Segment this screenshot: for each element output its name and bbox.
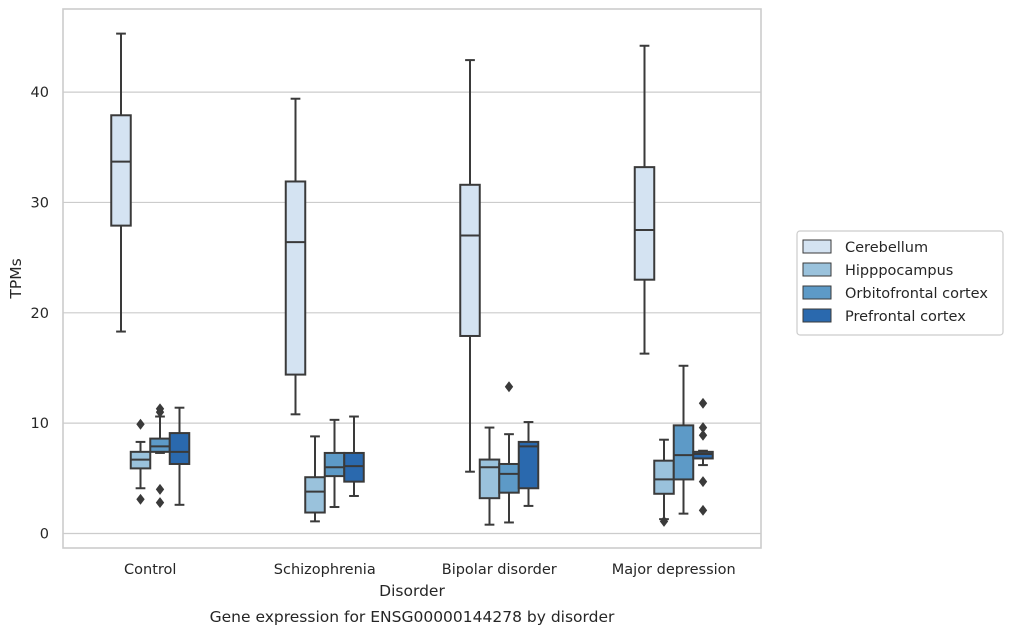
legend-label: Prefrontal cortex <box>845 309 966 325</box>
y-axis-label: TPMs <box>7 258 25 299</box>
outlier-point <box>698 397 708 409</box>
box-body <box>459 183 481 337</box>
legend: Cerebellum Hipppocampus Orbitofrontal cort… <box>796 230 1004 336</box>
box-orbitofrontal-cortex <box>498 381 520 524</box>
box-body <box>692 450 714 460</box>
outlier-point <box>155 497 165 509</box>
y-tick-label: 0 <box>40 527 49 543</box>
y-tick-label: 30 <box>31 195 49 211</box>
box-cerebellum <box>459 59 481 473</box>
chart-caption: Gene expression for ENSG00000144278 by d… <box>210 608 615 626</box>
box-body <box>168 432 191 465</box>
legend-label: Hipppocampus <box>845 263 953 279</box>
legend-swatch <box>802 239 832 254</box>
box-plots <box>110 32 714 527</box>
box-hipppocampus <box>478 426 501 526</box>
outlier-point <box>659 515 669 527</box>
box-orbitofrontal-cortex <box>149 403 171 509</box>
legend-swatch <box>802 285 832 300</box>
legend-frame <box>796 230 1004 336</box>
outlier-point <box>698 504 708 516</box>
box-cerebellum <box>633 44 656 355</box>
box-cerebellum <box>284 97 307 416</box>
box-hipppocampus <box>653 438 675 527</box>
box-prefrontal-cortex <box>168 406 191 506</box>
y-tick-label: 40 <box>31 85 49 101</box>
y-axis-ticks: 0 10 20 30 40 <box>31 85 49 542</box>
box-hipppocampus <box>129 418 152 505</box>
legend-label: Cerebellum <box>845 240 928 256</box>
box-cerebellum <box>110 32 132 333</box>
x-tick-label: Bipolar disorder <box>442 562 557 578</box>
x-tick-label: Schizophrenia <box>274 562 376 578</box>
legend-swatch <box>802 308 832 323</box>
box-body <box>323 451 346 478</box>
outlier-point <box>155 483 165 495</box>
outlier-point <box>698 429 708 441</box>
box-body <box>304 476 326 514</box>
box-body <box>110 114 132 227</box>
outlier-point <box>136 418 145 430</box>
box-body <box>672 424 695 481</box>
box-orbitofrontal-cortex <box>672 364 695 515</box>
y-tick-label: 10 <box>31 416 49 432</box>
box-prefrontal-cortex <box>343 415 365 497</box>
box-body <box>653 459 675 495</box>
box-body <box>284 180 307 376</box>
x-axis-ticks: Control Schizophrenia Bipolar disorder Majo… <box>124 562 736 578</box>
box-hipppocampus <box>304 435 326 523</box>
box-body <box>633 166 656 281</box>
outlier-point <box>136 493 145 505</box>
legend-swatch <box>802 262 832 277</box>
x-tick-label: Control <box>124 562 176 578</box>
x-axis-label: Disorder <box>379 582 445 600</box>
outlier-point <box>504 381 514 393</box>
outlier-point <box>698 422 708 434</box>
box-body <box>149 437 171 453</box>
y-tick-label: 20 <box>31 306 49 322</box>
plot-area <box>62 8 762 549</box>
legend-label: Orbitofrontal cortex <box>845 286 988 302</box>
box-body <box>478 458 501 500</box>
box-body <box>343 451 365 483</box>
outlier-point <box>698 476 708 488</box>
box-prefrontal-cortex <box>517 421 540 507</box>
x-tick-label: Major depression <box>612 562 736 578</box>
box-body <box>498 462 520 494</box>
box-prefrontal-cortex <box>692 397 714 516</box>
box-body <box>517 440 540 490</box>
box-orbitofrontal-cortex <box>323 418 346 509</box>
outlier-point <box>155 406 165 418</box>
